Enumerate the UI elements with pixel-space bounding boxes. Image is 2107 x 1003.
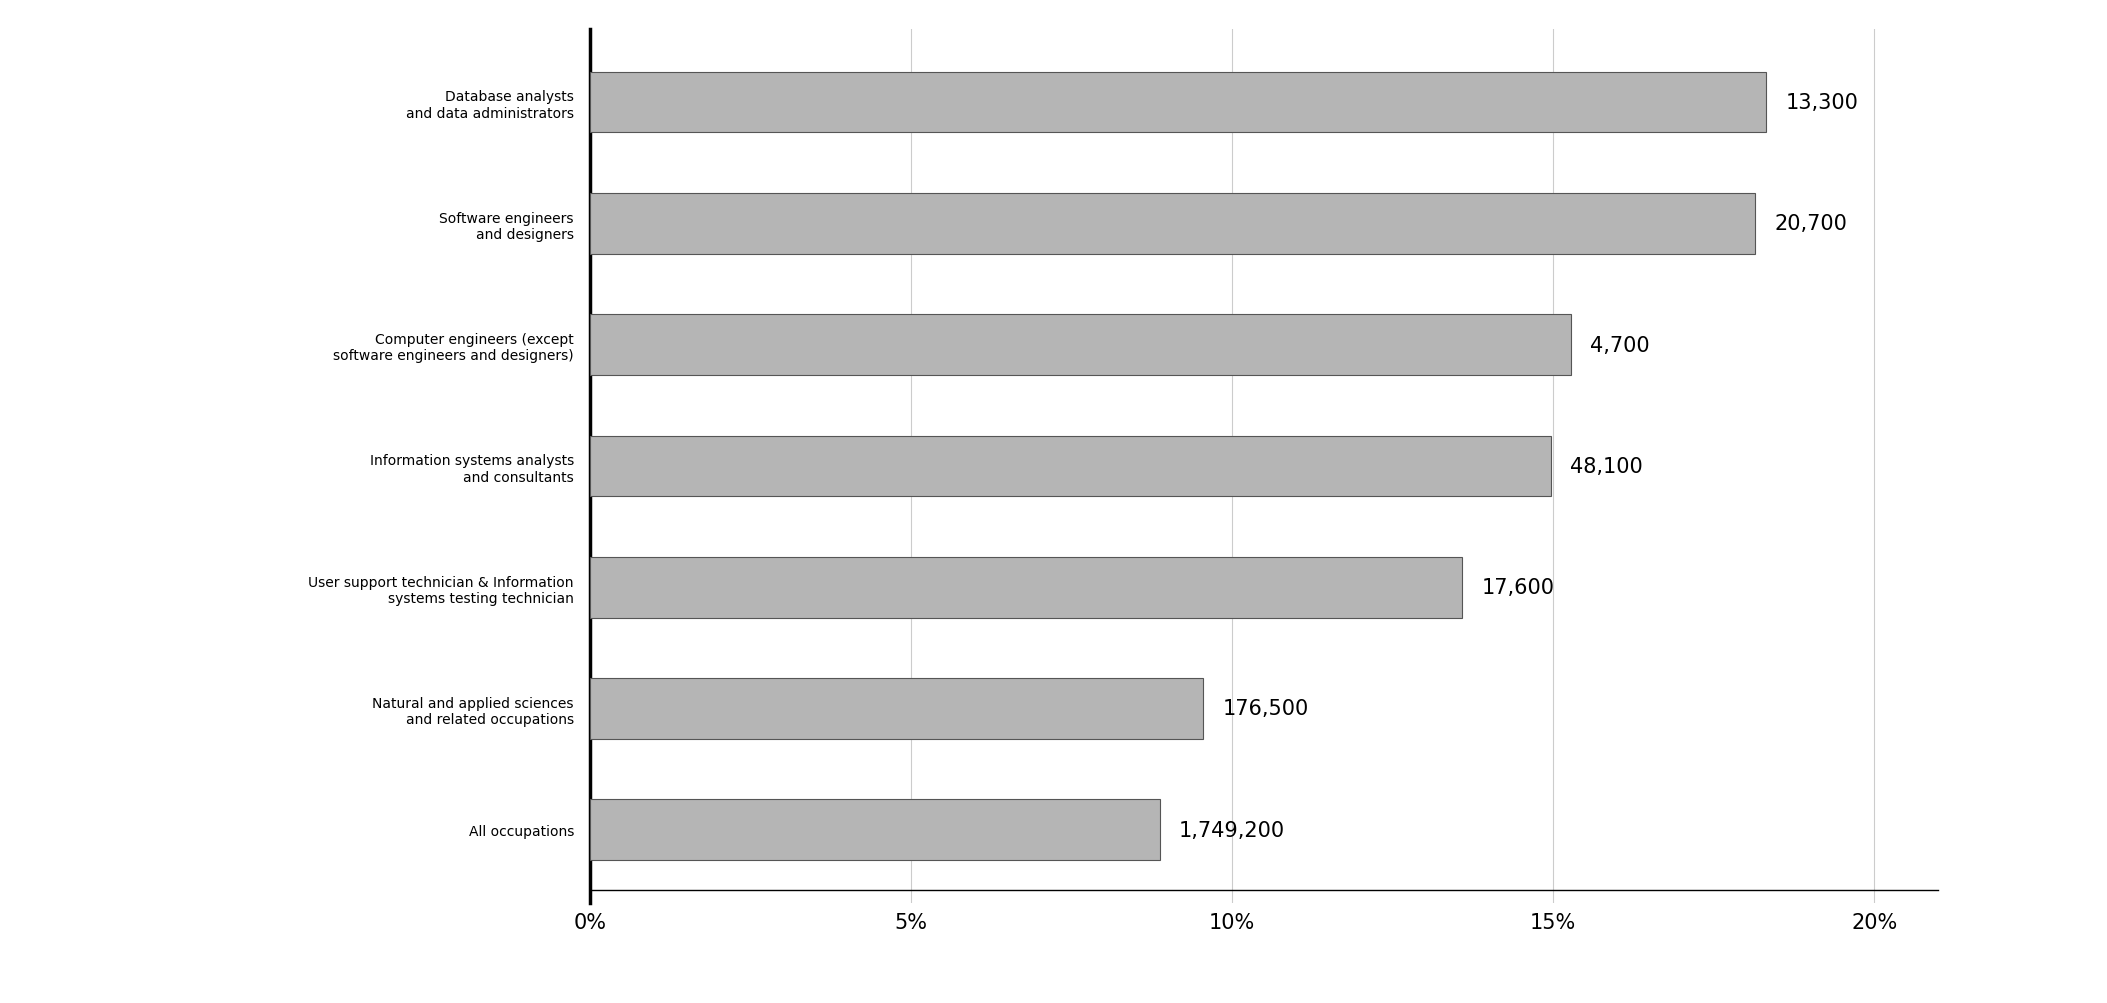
- Text: 4,700: 4,700: [1591, 335, 1650, 355]
- Text: 20,700: 20,700: [1774, 214, 1848, 234]
- Bar: [590, 72, 1766, 133]
- Text: 1,749,200: 1,749,200: [1178, 820, 1285, 840]
- Bar: [590, 315, 1572, 375]
- Text: 48,100: 48,100: [1570, 456, 1643, 476]
- Text: 13,300: 13,300: [1785, 93, 1858, 112]
- Text: 176,500: 176,500: [1222, 699, 1308, 719]
- Bar: [590, 678, 1203, 739]
- Bar: [590, 436, 1551, 496]
- Bar: [590, 799, 1159, 861]
- Bar: [590, 558, 1462, 618]
- Text: 17,600: 17,600: [1481, 578, 1555, 598]
- Bar: [590, 194, 1755, 255]
